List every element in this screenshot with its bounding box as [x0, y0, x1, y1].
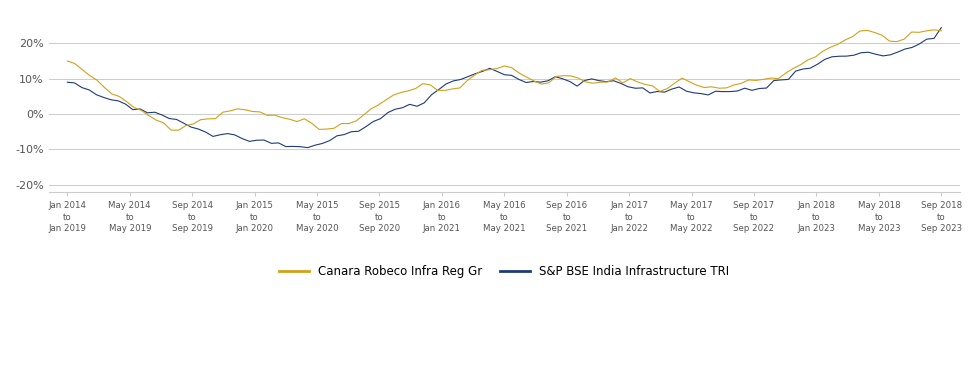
Legend: Canara Robeco Infra Reg Gr, S&P BSE India Infrastructure TRI: Canara Robeco Infra Reg Gr, S&P BSE Indi…: [274, 261, 734, 283]
